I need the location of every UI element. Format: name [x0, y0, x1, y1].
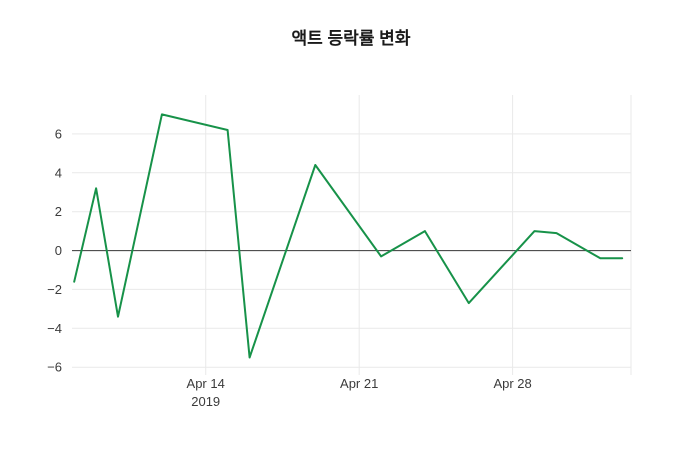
chart-title: 액트 등락률 변화 — [292, 29, 411, 48]
series-layer — [73, 113, 624, 359]
grid-layer — [72, 95, 632, 375]
y-tick-label: −2 — [47, 282, 62, 297]
x-tick-label: Apr 14 — [187, 376, 225, 391]
y-tick-label: −4 — [47, 321, 62, 336]
axis-layer: −6 −4 −2 0 2 4 6 Apr 14 2019 Apr 21 Apr 28 — [47, 126, 532, 409]
y-tick-label: −6 — [47, 360, 62, 375]
y-tick-label: 6 — [55, 126, 62, 141]
x-tick-label: Apr 28 — [493, 376, 531, 391]
y-tick-label: 4 — [55, 165, 62, 180]
series-line — [73, 113, 624, 359]
x-tick-sublabel: 2019 — [191, 394, 220, 409]
y-tick-label: 0 — [55, 243, 62, 258]
x-tick-label: Apr 21 — [340, 376, 378, 391]
y-tick-label: 2 — [55, 204, 62, 219]
